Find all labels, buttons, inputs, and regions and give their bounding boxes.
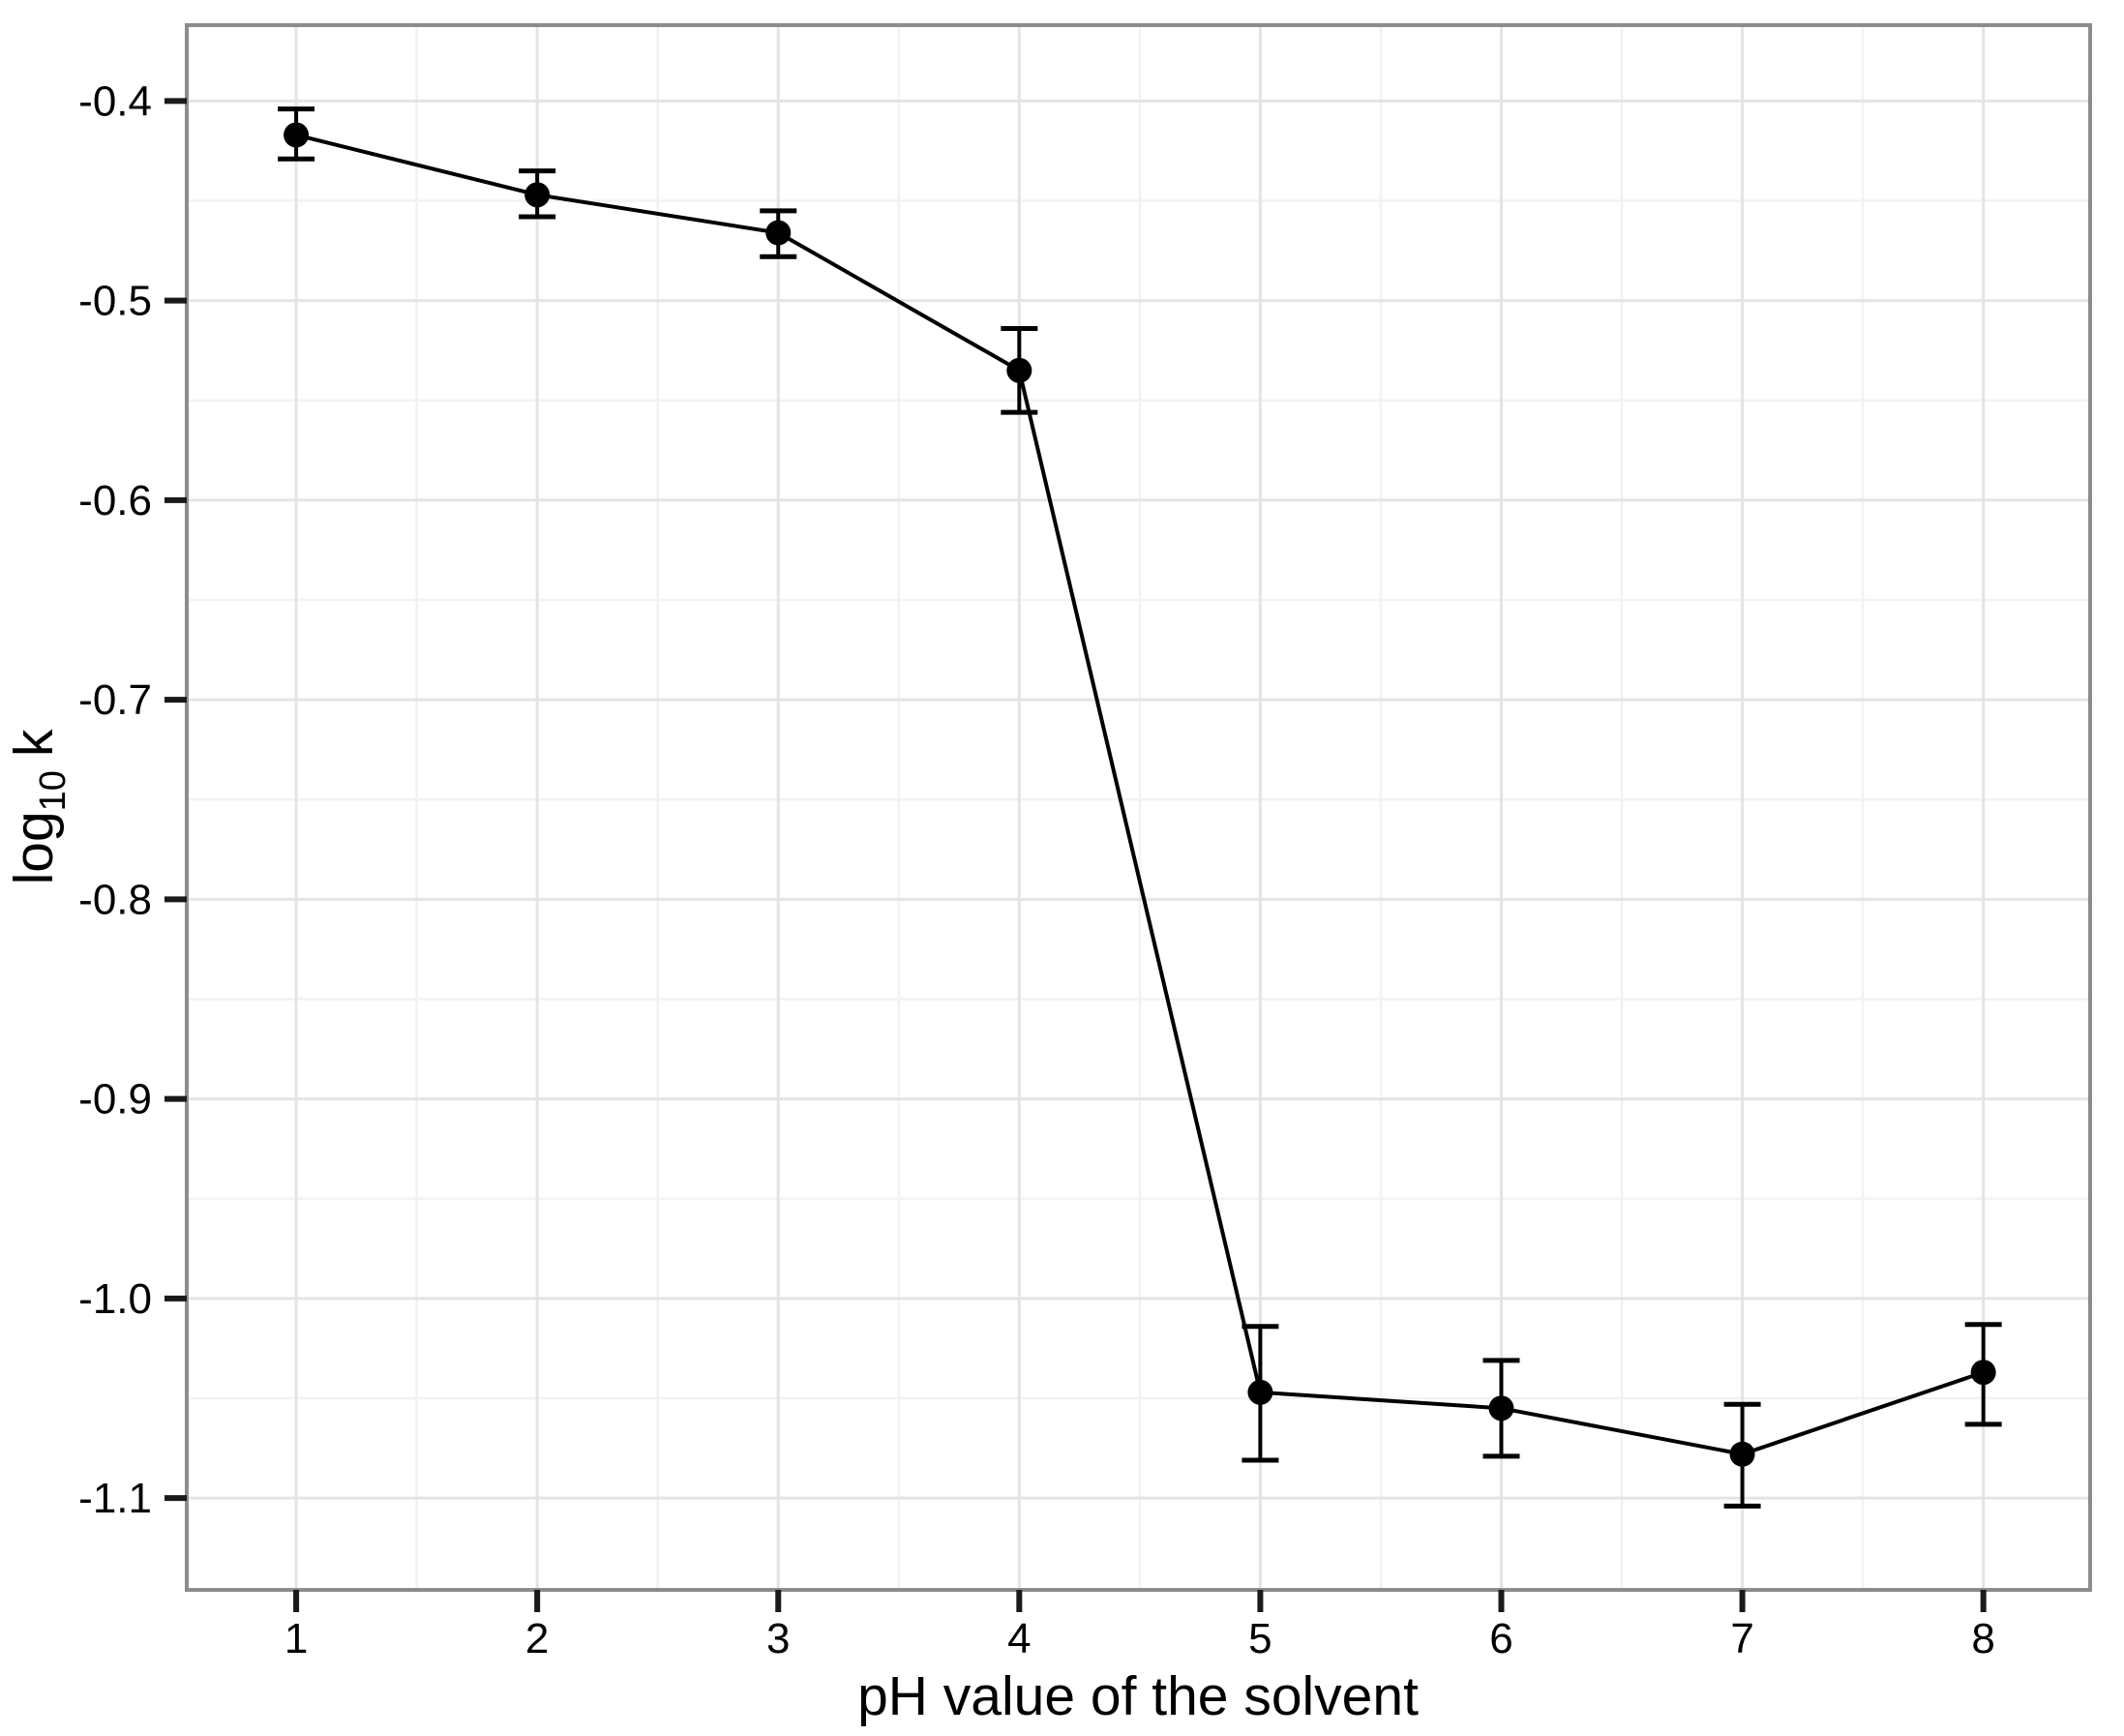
x-tick-label: 7	[1730, 1615, 1753, 1662]
panel-border	[185, 23, 2092, 1592]
data-point	[1970, 1360, 1996, 1386]
data-point	[524, 182, 551, 208]
x-tick-label: 4	[1007, 1615, 1031, 1662]
y-axis-title-tail: k	[3, 729, 65, 757]
y-axis-title: log10 k	[3, 729, 74, 884]
data-point	[1488, 1395, 1514, 1422]
grid-major-group	[187, 25, 2090, 1590]
series-line	[295, 133, 1985, 1456]
axis-ticks-group	[165, 98, 1987, 1612]
series-group	[278, 106, 2002, 1509]
x-tick-label: 6	[1489, 1615, 1512, 1662]
data-point	[1006, 357, 1032, 383]
x-tick-label: 5	[1248, 1615, 1271, 1662]
x-axis-title-text: pH value of the solvent	[857, 1665, 1419, 1727]
x-tick-label: 8	[1971, 1615, 1994, 1662]
data-point	[1729, 1441, 1755, 1467]
y-tick-label: -0.7	[78, 676, 152, 724]
x-tick-label: 3	[766, 1615, 790, 1662]
y-axis-title-sub: 10	[33, 770, 74, 811]
y-tick-label: -0.6	[78, 477, 152, 524]
y-tick-label: -0.5	[78, 278, 152, 325]
x-tick-label: 2	[525, 1615, 549, 1662]
y-tick-label: -0.8	[78, 876, 152, 923]
data-point	[284, 122, 310, 148]
y-tick-label: -0.4	[78, 77, 152, 125]
x-axis-title: pH value of the solvent	[857, 1665, 1419, 1727]
y-axis-title-base: log	[3, 811, 65, 884]
data-point	[765, 220, 792, 246]
y-tick-label: -0.9	[78, 1076, 152, 1123]
data-point	[1247, 1379, 1273, 1405]
grid-minor-group	[187, 25, 2090, 1590]
x-tick-label: 1	[284, 1615, 308, 1662]
tick-labels-group: -0.4 -0.5 -0.6 -0.7 -0.8 -0.9 -1.0 -1.1 1 2 3 4 5 6 7 8	[78, 77, 1995, 1662]
y-tick-label: -1.0	[78, 1275, 152, 1323]
y-tick-label: -1.1	[78, 1475, 152, 1522]
